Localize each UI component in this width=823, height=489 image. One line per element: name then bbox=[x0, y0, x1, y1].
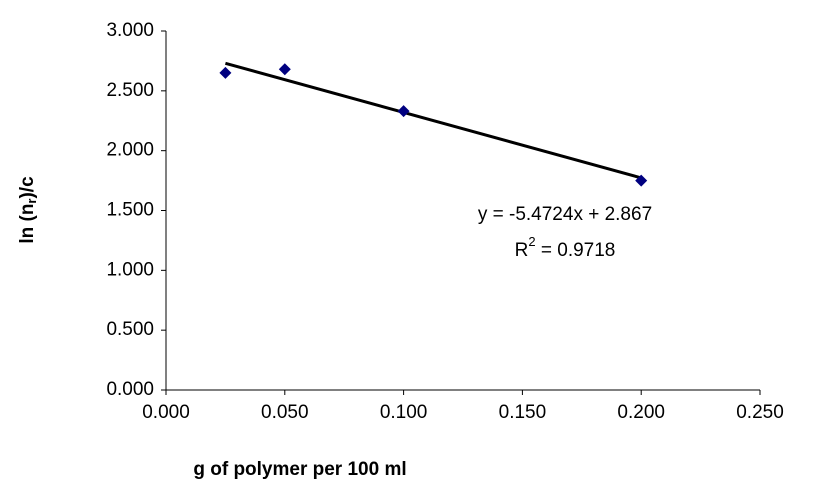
x-axis-title: g of polymer per 100 ml bbox=[193, 459, 406, 480]
x-tick-label: 0.050 bbox=[261, 402, 309, 423]
y-title-end: )/c bbox=[17, 176, 38, 199]
y-title-sub: r bbox=[24, 199, 39, 204]
x-tick-label: 0.100 bbox=[380, 402, 428, 423]
x-tick-label: 0.250 bbox=[736, 402, 784, 423]
r-squared: R2 = 0.9718 bbox=[515, 234, 616, 261]
data-point bbox=[278, 63, 291, 76]
data-point bbox=[635, 174, 648, 187]
y-tick-label: 3.000 bbox=[106, 20, 154, 41]
y-tick-label: 2.500 bbox=[106, 80, 154, 101]
r2-base: R bbox=[515, 240, 529, 261]
y-tick-label: 2.000 bbox=[106, 140, 154, 161]
r2-rest: = 0.9718 bbox=[536, 240, 616, 261]
x-tick-label: 0.150 bbox=[499, 402, 547, 423]
y-tick-label: 0.000 bbox=[106, 379, 154, 400]
x-tick-label: 0.200 bbox=[617, 402, 665, 423]
data-point bbox=[397, 105, 410, 118]
x-tick-label: 0.000 bbox=[142, 402, 190, 423]
y-tick-label: 1.000 bbox=[106, 259, 154, 280]
y-axis-title: ln (nr)/c bbox=[17, 176, 39, 244]
y-tick-label: 0.500 bbox=[106, 319, 154, 340]
trend-equation: y = -5.4724x + 2.867 bbox=[478, 204, 652, 225]
r2-sup: 2 bbox=[528, 234, 535, 249]
y-tick-label: 1.500 bbox=[106, 200, 154, 221]
y-title-main: ln (n bbox=[17, 204, 38, 244]
data-point bbox=[219, 66, 232, 79]
trendline bbox=[225, 61, 642, 180]
